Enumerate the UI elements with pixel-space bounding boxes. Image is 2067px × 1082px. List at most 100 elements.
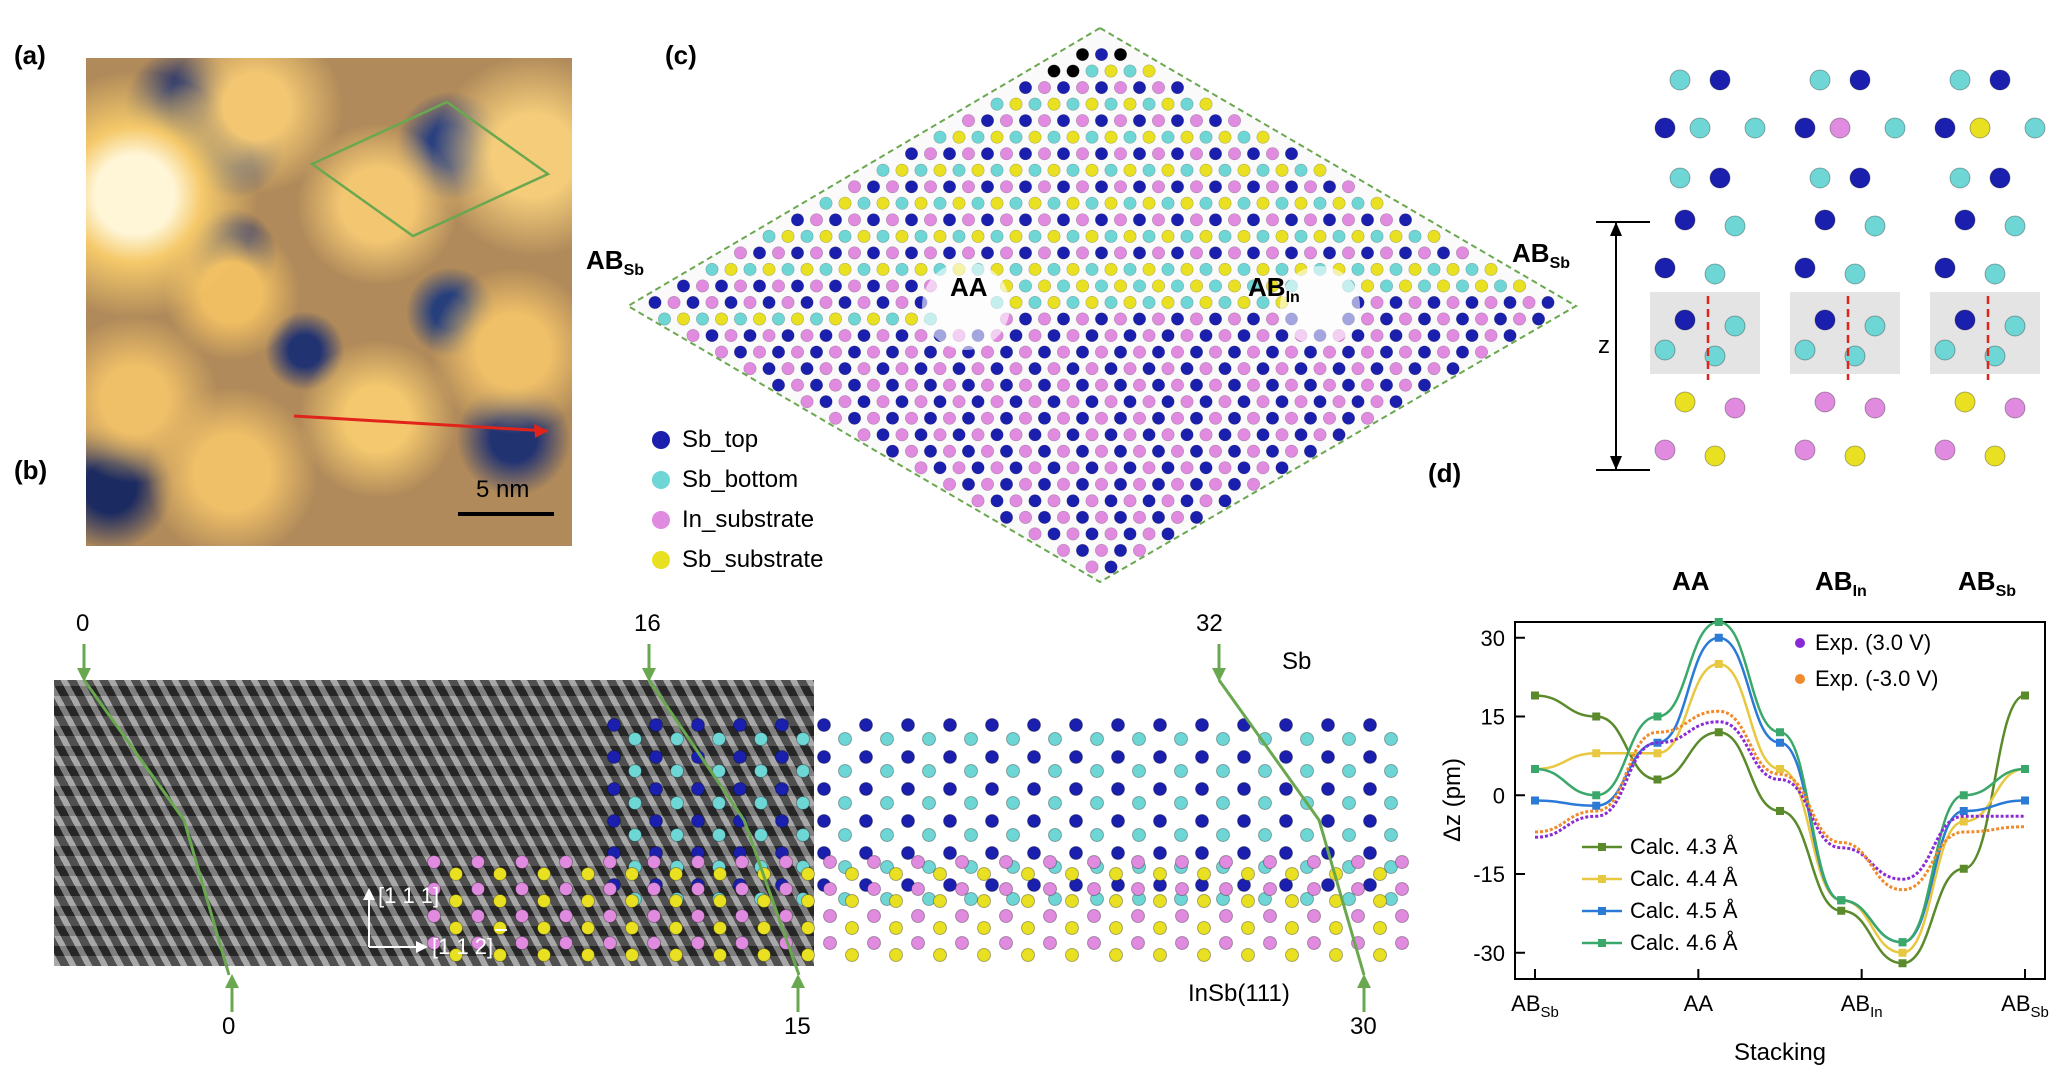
lattice-atom <box>1189 180 1203 194</box>
sb-film-atom <box>1258 828 1272 842</box>
lattice-atom <box>1389 395 1403 409</box>
sb-film-atom <box>796 828 810 842</box>
lattice-atom <box>1094 543 1108 557</box>
lattice-atom <box>999 213 1013 227</box>
lattice-atom <box>1056 477 1070 491</box>
y-tick-label: 0 <box>1493 783 1505 808</box>
sb-film-atom <box>1258 764 1272 778</box>
lattice-atom <box>1123 527 1137 541</box>
lattice-atom <box>705 329 719 343</box>
lattice-atom <box>1237 428 1251 442</box>
lattice-atom <box>1161 329 1175 343</box>
lattice-atom <box>1161 362 1175 376</box>
sb-film-atom <box>607 814 621 828</box>
side-view-atom <box>1674 209 1696 231</box>
lattice-atom <box>1037 147 1051 161</box>
lattice-atom <box>942 378 956 392</box>
lattice-atom <box>1066 362 1080 376</box>
sb-film-atom <box>880 860 894 874</box>
lattice-atom <box>1094 246 1108 260</box>
lattice-atom <box>1313 163 1327 177</box>
sb-film-atom <box>1153 718 1167 732</box>
lattice-atom <box>1427 229 1441 243</box>
insb-substrate-atom <box>1329 948 1343 962</box>
lattice-atom <box>1085 262 1099 276</box>
lattice-atom <box>961 147 975 161</box>
lattice-atom <box>933 229 947 243</box>
lattice-atom <box>961 213 975 227</box>
insb-substrate-atom <box>867 855 881 869</box>
insb-substrate-atom <box>801 867 815 881</box>
lattice-atom <box>1265 312 1279 326</box>
sb-film-atom <box>1237 846 1251 860</box>
sb-film-atom <box>1342 764 1356 778</box>
lattice-atom <box>904 180 918 194</box>
top-view-atom <box>1689 117 1711 139</box>
lattice-atom <box>829 246 843 260</box>
lattice-atom <box>1256 329 1270 343</box>
sb-film-atom <box>1174 764 1188 778</box>
lattice-atom <box>1246 147 1260 161</box>
lattice-atom <box>1151 180 1165 194</box>
lattice-atom <box>1075 246 1089 260</box>
lattice-atom <box>1018 444 1032 458</box>
insb-substrate-atom <box>1219 855 1233 869</box>
lattice-atom <box>1085 64 1099 78</box>
lattice-atom <box>1455 312 1469 326</box>
lattice-atom <box>1370 395 1384 409</box>
insb-substrate-atom <box>691 936 705 950</box>
lattice-atom <box>810 213 824 227</box>
lattice-atom <box>1132 81 1146 95</box>
lattice-atom <box>762 229 776 243</box>
lattice-atom <box>942 147 956 161</box>
insb-substrate-atom <box>1153 948 1167 962</box>
lattice-atom <box>1227 114 1241 128</box>
side-view-atom <box>1844 445 1866 467</box>
lattice-atom <box>1142 494 1156 508</box>
lattice-atom <box>1351 262 1365 276</box>
lattice-atom <box>724 329 738 343</box>
lattice-atom <box>1199 461 1213 475</box>
sb-film-atom <box>880 764 894 778</box>
lattice-atom <box>1398 378 1412 392</box>
lattice-atom <box>999 114 1013 128</box>
lattice-atom <box>1066 527 1080 541</box>
lattice-atom <box>772 246 786 260</box>
insb-substrate-atom <box>625 867 639 881</box>
atom-legend: Sb_top Sb_bottom In_substrate Sb_substra… <box>652 420 823 580</box>
insb-substrate-atom <box>427 936 441 950</box>
lattice-atom <box>895 295 909 309</box>
lattice-atom <box>933 362 947 376</box>
lattice-atom <box>1094 114 1108 128</box>
lattice-atom <box>999 147 1013 161</box>
insb-substrate-atom <box>1373 867 1387 881</box>
series-marker <box>1959 791 1968 800</box>
insb-substrate-atom <box>867 882 881 896</box>
lattice-atom <box>838 395 852 409</box>
lattice-atom <box>1075 279 1089 293</box>
side-view-atom <box>1844 345 1866 367</box>
insb-substrate-atom <box>647 909 661 923</box>
lattice-atom <box>1066 130 1080 144</box>
top-view-atom <box>1809 69 1831 91</box>
lattice-atom <box>1151 510 1165 524</box>
side-view-atom <box>1794 339 1816 361</box>
sb-film-atom <box>1090 828 1104 842</box>
lattice-atom <box>876 163 890 177</box>
lattice-atom <box>1047 196 1061 210</box>
sb-bottom-swatch <box>652 471 670 489</box>
sb-film-atom <box>922 828 936 842</box>
sb-film-atom <box>754 828 768 842</box>
lattice-atom <box>1123 295 1137 309</box>
lattice-atom <box>1294 229 1308 243</box>
lattice-atom <box>762 295 776 309</box>
lattice-atom <box>1075 147 1089 161</box>
lattice-atom <box>1018 147 1032 161</box>
lattice-atom <box>1427 295 1441 309</box>
sb-film-atom <box>607 782 621 796</box>
lattice-atom <box>1170 510 1184 524</box>
lattice-atom <box>838 229 852 243</box>
lattice-atom <box>1180 494 1194 508</box>
axis-label-112bar: [1 1 2] <box>432 934 494 959</box>
lattice-atom <box>867 279 881 293</box>
